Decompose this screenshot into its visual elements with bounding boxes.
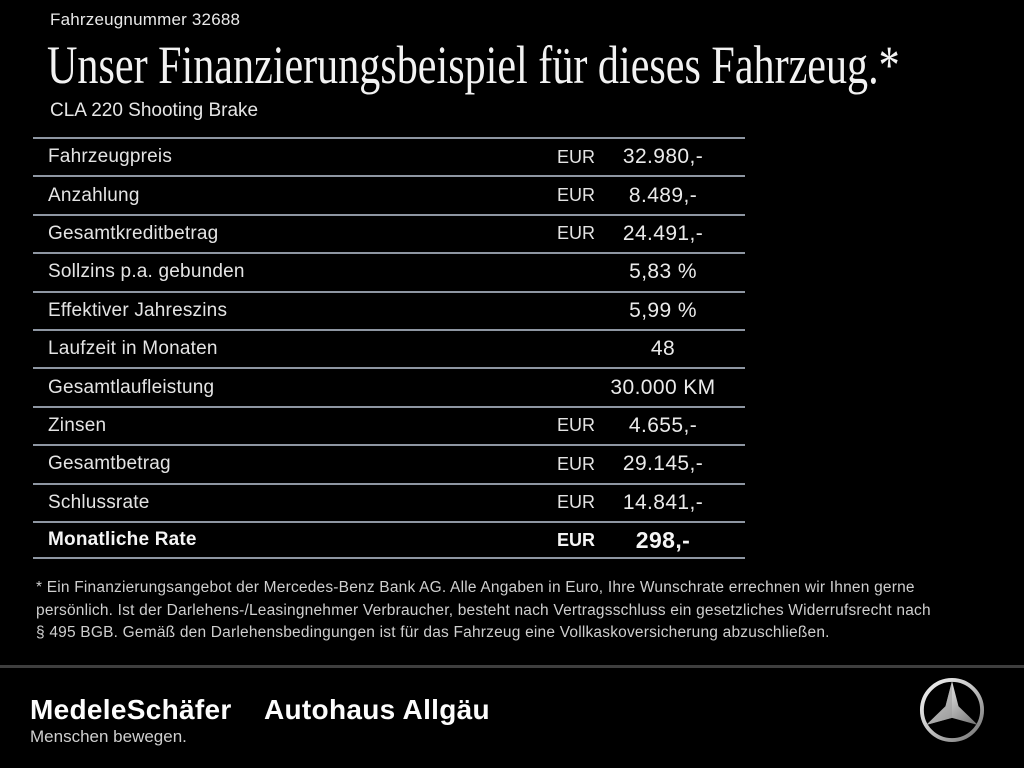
dealer-logo: MedeleSchäfer [30,694,232,725]
row-currency: EUR [557,223,596,244]
row-currency: EUR [557,146,596,167]
table-row: Gesamtlaufleistung 30.000 KM [33,367,745,405]
mercedes-star-icon [919,677,985,743]
page-title: Unser Finanzierungsbeispiel für dieses F… [47,35,900,95]
vehicle-model: CLA 220 Shooting Brake [50,100,259,121]
row-label: Gesamtlaufleistung [48,376,215,398]
row-label: Schlussrate [48,491,150,513]
table-row: Laufzeit in Monaten 48 [33,328,745,367]
dealer-logo-secondary: Autohaus Allgäu [264,694,490,725]
row-label: Sollzins p.a. gebunden [48,261,245,283]
footnote-line: persönlich. Ist der Darlehens-/Leasingne… [36,601,931,619]
footnote-line: * Ein Finanzierungsangebot der Mercedes-… [36,579,915,596]
row-label: Anzahlung [48,184,140,206]
row-currency: EUR [557,529,596,550]
row-label: Effektiver Jahreszins [48,299,228,321]
row-value: 29.145,- [622,452,704,476]
row-value: 5,99 % [629,298,697,322]
financing-table: Fahrzeugpreis EUR 32.980,- Anzahlung EUR… [33,137,745,560]
row-label: Monatliche Rate [48,529,197,551]
row-value: 8.489,- [628,183,698,207]
table-row: Gesamtkreditbetrag EUR 24.491,- [33,213,745,252]
footer-bar [0,665,1024,768]
dealer-tagline: Menschen bewegen. [30,727,187,746]
row-currency: EUR [557,492,596,513]
table-row: Zinsen EUR 4.655,- [33,405,745,444]
row-label: Zinsen [48,414,107,436]
row-value: 5,83 % [629,260,697,284]
row-value: 298,- [635,526,691,553]
row-currency: EUR [557,453,596,474]
row-value: 48 [650,337,676,361]
table-row: Effektiver Jahreszins 5,99 % [33,290,745,329]
row-label: Laufzeit in Monaten [48,338,218,360]
row-currency: EUR [557,185,596,206]
table-row-monthly-rate: Monatliche Rate EUR 298,- [33,520,745,560]
row-value: 4.655,- [628,413,698,437]
row-value: 14.841,- [622,490,704,514]
table-row: Fahrzeugpreis EUR 32.980,- [33,137,745,175]
legal-footnote: * Ein Finanzierungsangebot der Mercedes-… [36,577,992,645]
row-currency: EUR [557,415,596,436]
vehicle-number: Fahrzeugnummer 32688 [50,10,241,29]
table-row: Anzahlung EUR 8.489,- [33,175,745,213]
table-row: Sollzins p.a. gebunden 5,83 % [33,252,745,290]
row-label: Gesamtbetrag [48,453,171,475]
table-row: Gesamtbetrag EUR 29.145,- [33,444,745,482]
row-value: 32.980,- [622,145,704,169]
row-label: Fahrzeugpreis [48,146,173,168]
row-value: 24.491,- [622,221,704,245]
table-row: Schlussrate EUR 14.841,- [33,482,745,521]
row-value: 30.000 KM [610,375,716,399]
row-label: Gesamtkreditbetrag [48,222,219,244]
footnote-line: § 495 BGB. Gemäß den Darlehensbedingunge… [36,624,830,642]
